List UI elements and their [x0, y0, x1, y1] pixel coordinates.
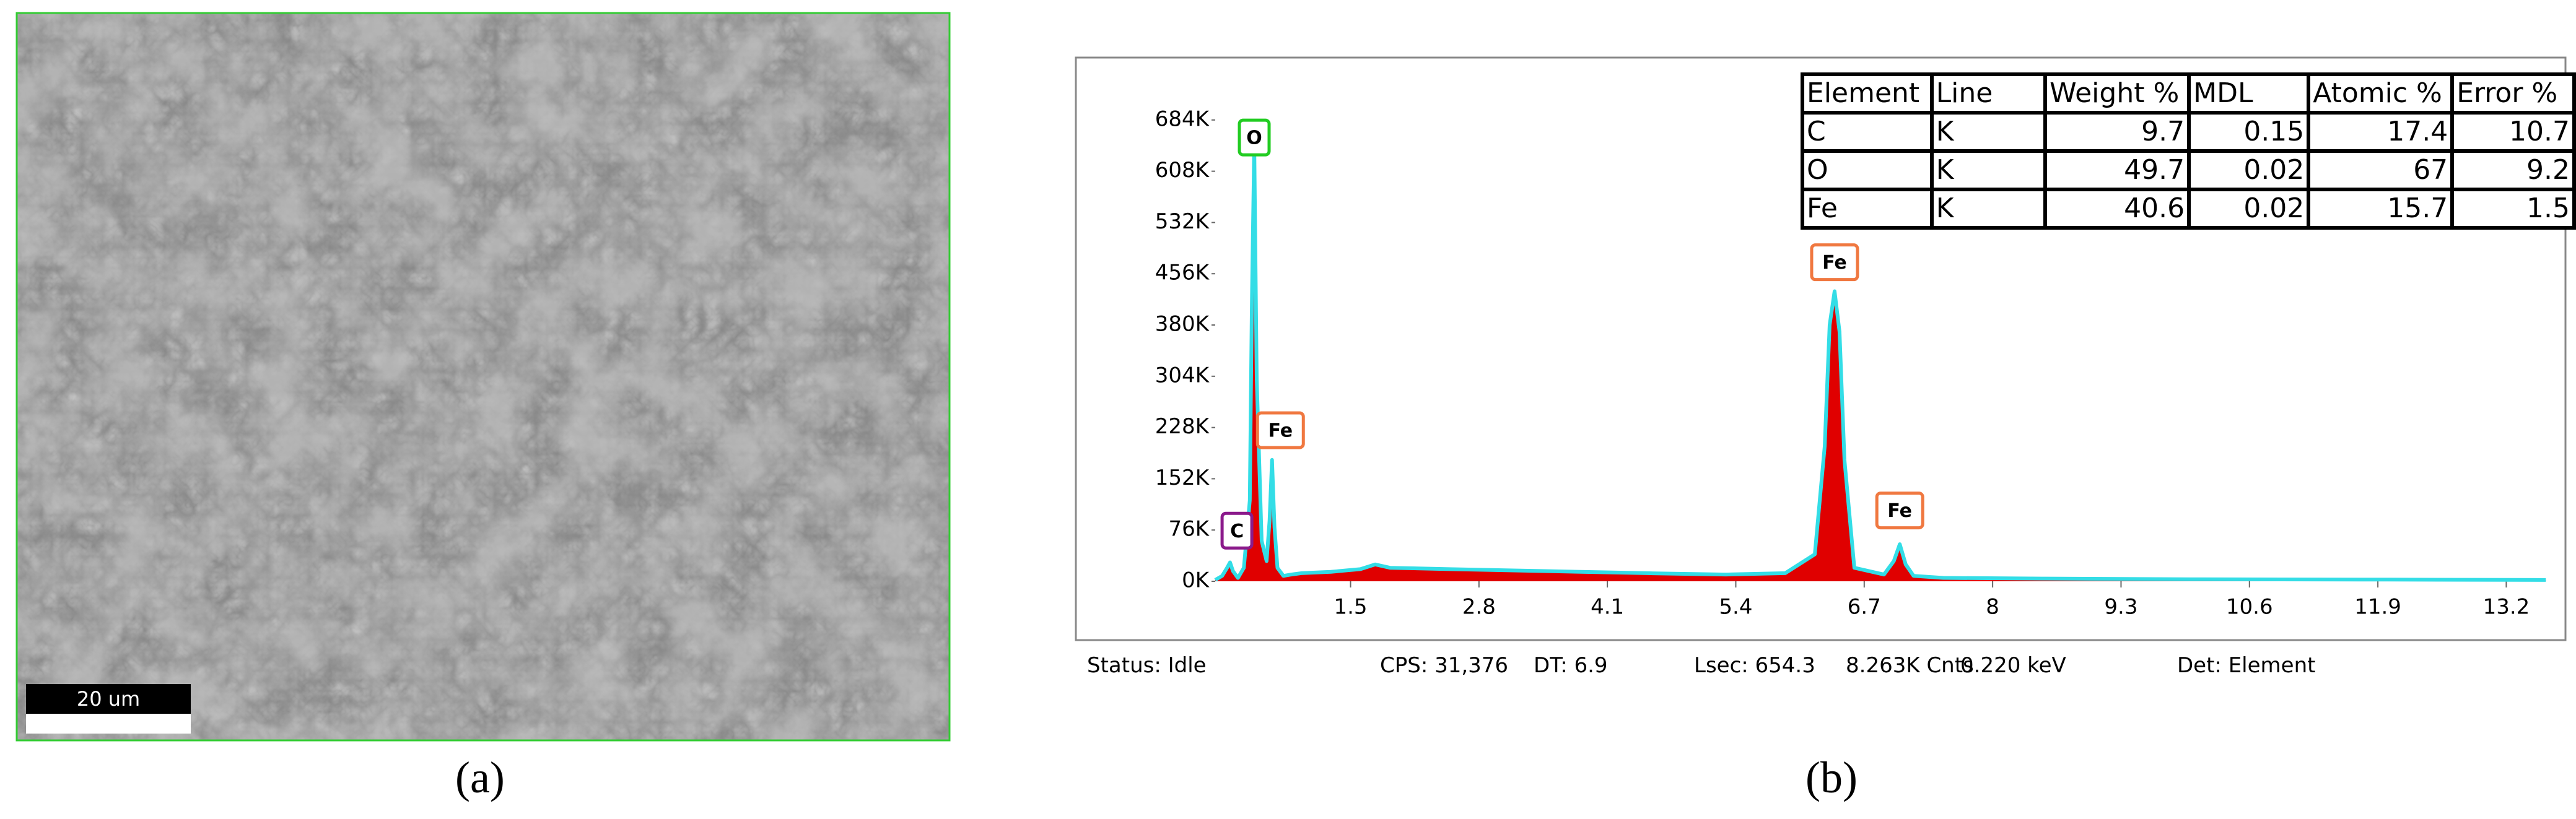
table-cell: 15.7 — [2307, 188, 2455, 230]
table-cell: K — [1929, 188, 2048, 230]
status-item: Status: Idle — [1087, 653, 1207, 678]
peak-label-box — [1875, 492, 1924, 530]
panel-label: (a) — [455, 753, 505, 802]
peak-label: Fe — [1887, 500, 1912, 522]
table-cell: C — [1801, 111, 1934, 153]
x-tick-label: 1.5 — [1334, 595, 1367, 620]
status-item: Lsec: 654.3 — [1694, 653, 1815, 678]
peak-label-box — [1810, 243, 1859, 282]
y-tick-label: 684K — [1155, 106, 1210, 131]
peak-label-box — [1238, 118, 1271, 157]
table-cell: 17.4 — [2307, 111, 2455, 153]
x-tick-label: 10.6 — [2226, 595, 2273, 620]
table-cell: Line — [1929, 72, 2048, 115]
status-item: Det: Element — [2177, 653, 2316, 678]
table-cell: O — [1801, 149, 1934, 191]
y-tick-label: 380K — [1155, 312, 1210, 337]
y-tick-label: 228K — [1155, 414, 1210, 439]
table-cell: 9.7 — [2043, 111, 2191, 153]
table-cell: 0.02 — [2187, 188, 2311, 230]
table-cell: 49.7 — [2043, 149, 2191, 191]
x-tick-label: 4.1 — [1591, 595, 1624, 620]
status-item: CPS: 31,376 — [1380, 653, 1509, 678]
spectrum-line — [1214, 141, 2546, 582]
y-tick-label: 304K — [1155, 363, 1210, 388]
x-tick-label: 8 — [1986, 595, 1999, 620]
table-cell: Element — [1801, 72, 1934, 115]
peak-label: Fe — [1268, 420, 1293, 441]
x-tick-label: 11.9 — [2354, 595, 2401, 620]
scale-bar-label: 20 um — [77, 687, 140, 711]
table-cell: Fe — [1801, 188, 1934, 230]
x-tick-label: 5.4 — [1719, 595, 1752, 620]
y-tick-label: 76K — [1168, 517, 1210, 542]
table-cell: 67 — [2307, 149, 2455, 191]
y-tick-label: 152K — [1155, 466, 1210, 490]
x-tick-label: 13.2 — [2483, 595, 2530, 620]
status-item: 0.220 keV — [1960, 653, 2066, 678]
peak-label-box — [1220, 511, 1254, 550]
table-cell: 0.02 — [2187, 149, 2311, 191]
table-cell: K — [1929, 149, 2048, 191]
table-cell: 1.5 — [2450, 188, 2576, 230]
peak-label: Fe — [1822, 252, 1847, 274]
y-tick-label: 608K — [1155, 158, 1210, 183]
y-tick-label: 0K — [1182, 568, 1210, 593]
table-cell: Weight % — [2043, 72, 2191, 115]
y-tick-label: 532K — [1155, 209, 1210, 234]
x-tick-label: 9.3 — [2104, 595, 2137, 620]
status-item: 8.263K Cnts — [1846, 653, 1974, 678]
peak-label-box — [1255, 411, 1305, 449]
results-table: Element Line Weight % MDL Atomic % Error % C K 9… — [1801, 72, 2576, 230]
table-cell: 10.7 — [2450, 111, 2576, 153]
table-cell: MDL — [2187, 72, 2311, 115]
panel-label: (b) — [1805, 753, 1858, 802]
spectrum-plot: 0K 76K 152K 228K 304K 380K 456K 532K 608K 684K 1.5… — [1155, 106, 2546, 620]
table-cell: Atomic % — [2307, 72, 2455, 115]
sem-image: 20 um — [15, 12, 951, 742]
peak-label: O — [1246, 128, 1262, 149]
x-tick-label: 2.8 — [1462, 595, 1496, 620]
y-tick-label: 456K — [1155, 261, 1210, 285]
table-cell: 9.2 — [2450, 149, 2576, 191]
table-cell: 40.6 — [2043, 188, 2191, 230]
status-item: DT: 6.9 — [1534, 653, 1608, 678]
table-cell: 0.15 — [2187, 111, 2311, 153]
table-cell: Error % — [2450, 72, 2576, 115]
x-tick-label: 6.7 — [1848, 595, 1881, 620]
peak-label: C — [1230, 521, 1244, 542]
table-cell: K — [1929, 111, 2048, 153]
